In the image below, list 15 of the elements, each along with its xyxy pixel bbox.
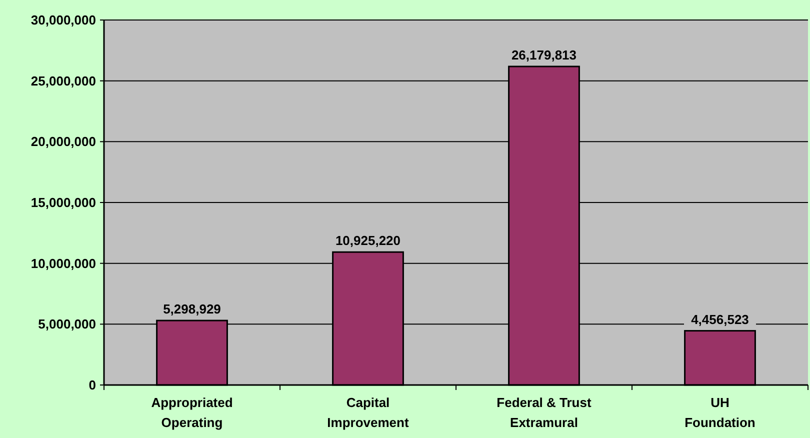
y-tick-label: 5,000,000 xyxy=(38,316,96,332)
data-label: 26,179,813 xyxy=(511,47,577,62)
data-label: 10,925,220 xyxy=(335,233,401,248)
x-tick-label: UH Foundation xyxy=(684,395,756,430)
data-label: 5,298,929 xyxy=(163,302,221,317)
y-tick-label: 10,000,000 xyxy=(30,256,96,271)
y-tick-label: 30,000,000 xyxy=(30,12,96,28)
y-tick-label: 15,000,000 xyxy=(30,195,96,210)
y-tick-label: 20,000,000 xyxy=(30,134,96,150)
x-tick-label: Capital Improvement xyxy=(327,395,410,430)
data-label: 4,456,523 xyxy=(691,312,749,327)
y-tick-label: 25,000,000 xyxy=(30,73,96,88)
x-tick-label: Appropriated Operating xyxy=(151,395,233,430)
x-tick-label: Federal & Trust Extramural xyxy=(496,395,592,430)
y-tick-label: 0 xyxy=(88,378,96,393)
